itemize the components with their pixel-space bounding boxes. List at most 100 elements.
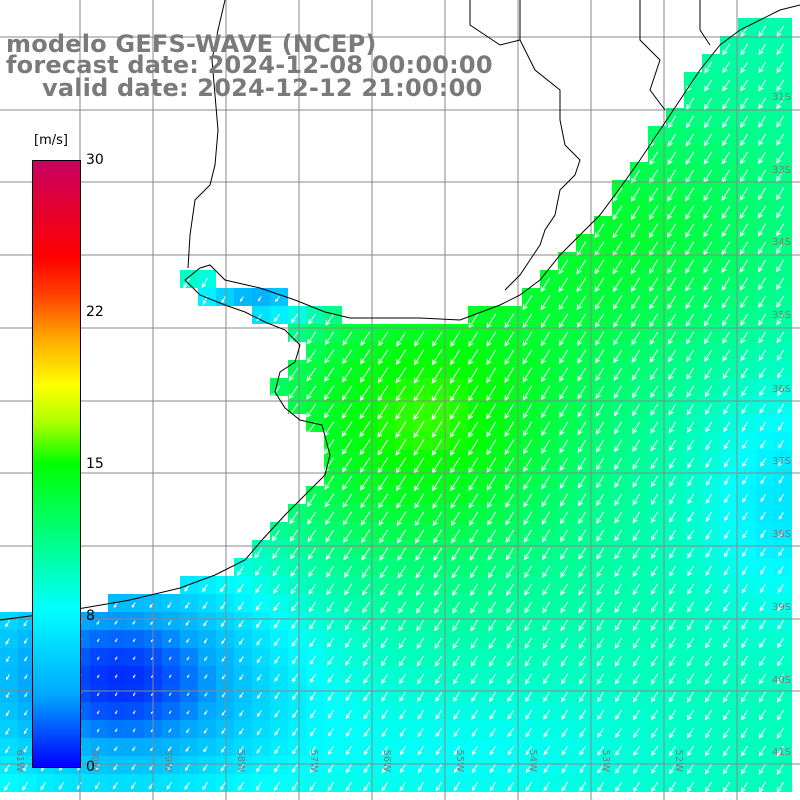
wind-arrow bbox=[451, 529, 461, 544]
latitude-label: 33S bbox=[772, 165, 791, 176]
wind-arrow bbox=[324, 493, 335, 508]
wind-arrow bbox=[470, 601, 479, 614]
wind-arrow bbox=[579, 781, 587, 792]
wind-arrow bbox=[777, 619, 785, 630]
wind-arrow bbox=[776, 259, 785, 273]
wind-arrow bbox=[576, 277, 587, 293]
wind-arrow bbox=[723, 439, 730, 450]
wind-arrow bbox=[649, 367, 659, 381]
latitude-label: 39S bbox=[772, 602, 791, 613]
wind-arrow bbox=[686, 763, 695, 775]
wind-arrow bbox=[395, 367, 407, 384]
wind-arrow bbox=[758, 115, 767, 128]
wind-arrow bbox=[522, 331, 533, 347]
wind-arrow bbox=[524, 583, 533, 596]
wind-arrow bbox=[740, 367, 749, 380]
wind-arrow bbox=[558, 313, 569, 329]
wind-arrow bbox=[417, 691, 425, 703]
wind-arrow bbox=[415, 565, 425, 579]
wind-arrow bbox=[667, 187, 677, 202]
wind-arrow bbox=[704, 367, 713, 380]
wind-arrow bbox=[341, 403, 353, 420]
wind-arrow bbox=[327, 637, 335, 648]
wind-arrow bbox=[342, 349, 353, 365]
wind-arrow bbox=[5, 638, 10, 645]
wind-arrow bbox=[667, 169, 677, 184]
wind-arrow bbox=[632, 655, 641, 667]
wind-arrow bbox=[504, 457, 515, 473]
wind-arrow bbox=[256, 656, 262, 664]
wind-arrow bbox=[723, 637, 731, 649]
wind-arrow bbox=[597, 709, 605, 721]
wind-arrow bbox=[290, 583, 299, 595]
wind-arrow bbox=[504, 403, 515, 420]
wind-arrow bbox=[395, 439, 407, 456]
wind-arrow bbox=[722, 745, 731, 757]
wind-arrow bbox=[325, 547, 335, 561]
wind-arrow bbox=[612, 259, 623, 275]
wind-arrow bbox=[722, 79, 731, 92]
wind-arrow bbox=[758, 349, 767, 362]
wind-arrow bbox=[435, 727, 442, 738]
wind-arrow bbox=[453, 691, 461, 703]
wind-arrow bbox=[740, 673, 749, 685]
wind-arrow bbox=[721, 259, 731, 274]
wind-arrow bbox=[631, 385, 641, 399]
wind-arrow bbox=[721, 295, 731, 309]
wind-arrow bbox=[721, 133, 731, 147]
wind-arrow bbox=[289, 529, 299, 543]
wind-arrow bbox=[742, 475, 748, 485]
wind-arrow bbox=[132, 674, 136, 679]
wind-arrow bbox=[525, 727, 532, 738]
wind-arrow bbox=[758, 709, 767, 721]
wind-arrow bbox=[204, 656, 208, 662]
wind-arrow bbox=[721, 277, 731, 291]
wind-arrow bbox=[360, 331, 371, 347]
wind-arrow bbox=[378, 511, 389, 527]
wind-arrow bbox=[292, 710, 298, 719]
wind-arrow bbox=[668, 655, 677, 667]
wind-arrow bbox=[413, 439, 425, 457]
wind-arrow bbox=[777, 655, 785, 667]
wind-arrow bbox=[723, 547, 730, 558]
wind-arrow bbox=[578, 637, 587, 650]
wind-arrow bbox=[613, 349, 623, 364]
wind-arrow bbox=[362, 619, 371, 631]
wind-arrow bbox=[778, 494, 784, 502]
wind-arrow bbox=[667, 133, 677, 147]
wind-arrow bbox=[379, 547, 389, 561]
wind-arrow bbox=[723, 403, 731, 415]
wind-arrow bbox=[776, 79, 785, 92]
wind-arrow bbox=[705, 619, 713, 631]
wind-arrow bbox=[289, 511, 299, 525]
wind-arrow bbox=[686, 655, 695, 667]
wind-arrow bbox=[522, 421, 533, 437]
wind-arrow bbox=[722, 727, 731, 739]
wind-arrow bbox=[204, 692, 208, 697]
wind-arrow bbox=[649, 331, 659, 346]
wind-arrow bbox=[704, 79, 713, 92]
wind-arrow bbox=[167, 620, 172, 626]
wind-arrow bbox=[399, 691, 407, 703]
wind-arrow bbox=[741, 421, 748, 432]
wind-arrow bbox=[669, 547, 677, 559]
wind-arrow bbox=[468, 493, 479, 509]
wind-arrow bbox=[594, 223, 605, 239]
wind-arrow bbox=[451, 583, 461, 597]
wind-arrow bbox=[776, 43, 785, 56]
wind-arrow bbox=[577, 475, 587, 489]
wind-arrow bbox=[741, 583, 748, 594]
wind-arrow bbox=[468, 367, 479, 384]
longitude-label: 61W bbox=[14, 749, 25, 772]
wind-arrow bbox=[686, 691, 695, 703]
wind-arrow bbox=[433, 547, 443, 562]
wind-arrow bbox=[327, 763, 334, 774]
wind-arrow bbox=[486, 457, 497, 474]
wind-arrow bbox=[186, 656, 190, 661]
wind-arrow bbox=[504, 349, 515, 365]
wind-arrow bbox=[273, 601, 281, 612]
wind-arrow bbox=[667, 331, 677, 345]
wind-arrow bbox=[238, 764, 244, 773]
wind-arrow bbox=[776, 349, 785, 361]
